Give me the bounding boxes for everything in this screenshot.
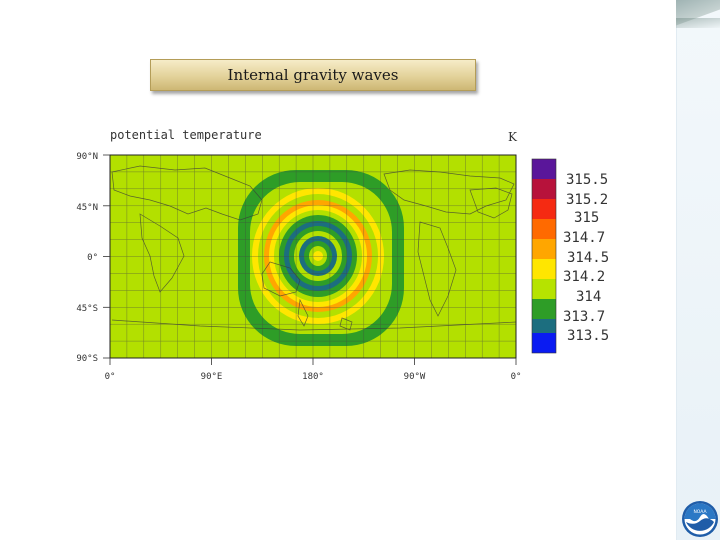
colorbar-swatch-2 bbox=[532, 199, 556, 219]
lon-tick-0-west: 0° bbox=[105, 372, 116, 382]
colorbar-label-8: 313.5 bbox=[567, 328, 609, 344]
lon-tick-180: 180° bbox=[302, 372, 324, 382]
colorbar-label-3: 314.7 bbox=[563, 230, 605, 246]
lon-tick-0-east: 0° bbox=[511, 372, 522, 382]
slide-title: Internal gravity waves bbox=[150, 59, 476, 91]
noaa-logo-icon: NOAA bbox=[682, 501, 718, 537]
map-grid bbox=[110, 155, 516, 358]
unit-label: K bbox=[508, 130, 518, 144]
colorbar-label-5: 314.2 bbox=[563, 269, 605, 285]
colorbar-label-0: 315.5 bbox=[566, 172, 608, 188]
lat-tick-0: 0° bbox=[87, 253, 98, 263]
colorbar bbox=[531, 158, 557, 354]
colorbar-label-4: 314.5 bbox=[567, 250, 609, 266]
colorbar-swatch-1 bbox=[532, 179, 556, 199]
colorbar-swatch-5 bbox=[532, 259, 556, 279]
lat-tick-45s: 45°S bbox=[76, 304, 98, 314]
noaa-logo-text: NOAA bbox=[693, 509, 707, 515]
colorbar-swatch-9 bbox=[532, 333, 556, 353]
lon-tick-90e: 90°E bbox=[201, 372, 223, 382]
colorbar-swatch-0 bbox=[532, 159, 556, 179]
potential-temperature-map: potential temperature K bbox=[76, 128, 609, 382]
lat-tick-90n: 90°N bbox=[76, 152, 98, 162]
lon-tick-90w: 90°W bbox=[404, 372, 426, 382]
lat-tick-90s: 90°S bbox=[76, 354, 98, 364]
colorbar-swatch-4 bbox=[532, 239, 556, 259]
colorbar-swatch-6 bbox=[532, 279, 556, 299]
variable-label: potential temperature bbox=[110, 128, 262, 142]
colorbar-label-7: 313.7 bbox=[563, 309, 605, 325]
colorbar-label-6: 314 bbox=[576, 289, 601, 305]
side-band-stripe bbox=[676, 18, 720, 28]
side-band bbox=[676, 0, 720, 540]
lat-tick-45n: 45°N bbox=[76, 203, 98, 213]
map-field bbox=[110, 155, 516, 358]
colorbar-swatch-8 bbox=[532, 319, 556, 333]
colorbar-label-2: 315 bbox=[574, 210, 599, 226]
colorbar-label-1: 315.2 bbox=[566, 192, 608, 208]
colorbar-swatch-7 bbox=[532, 299, 556, 319]
colorbar-swatch-3 bbox=[532, 219, 556, 239]
slide-title-text: Internal gravity waves bbox=[227, 66, 399, 84]
